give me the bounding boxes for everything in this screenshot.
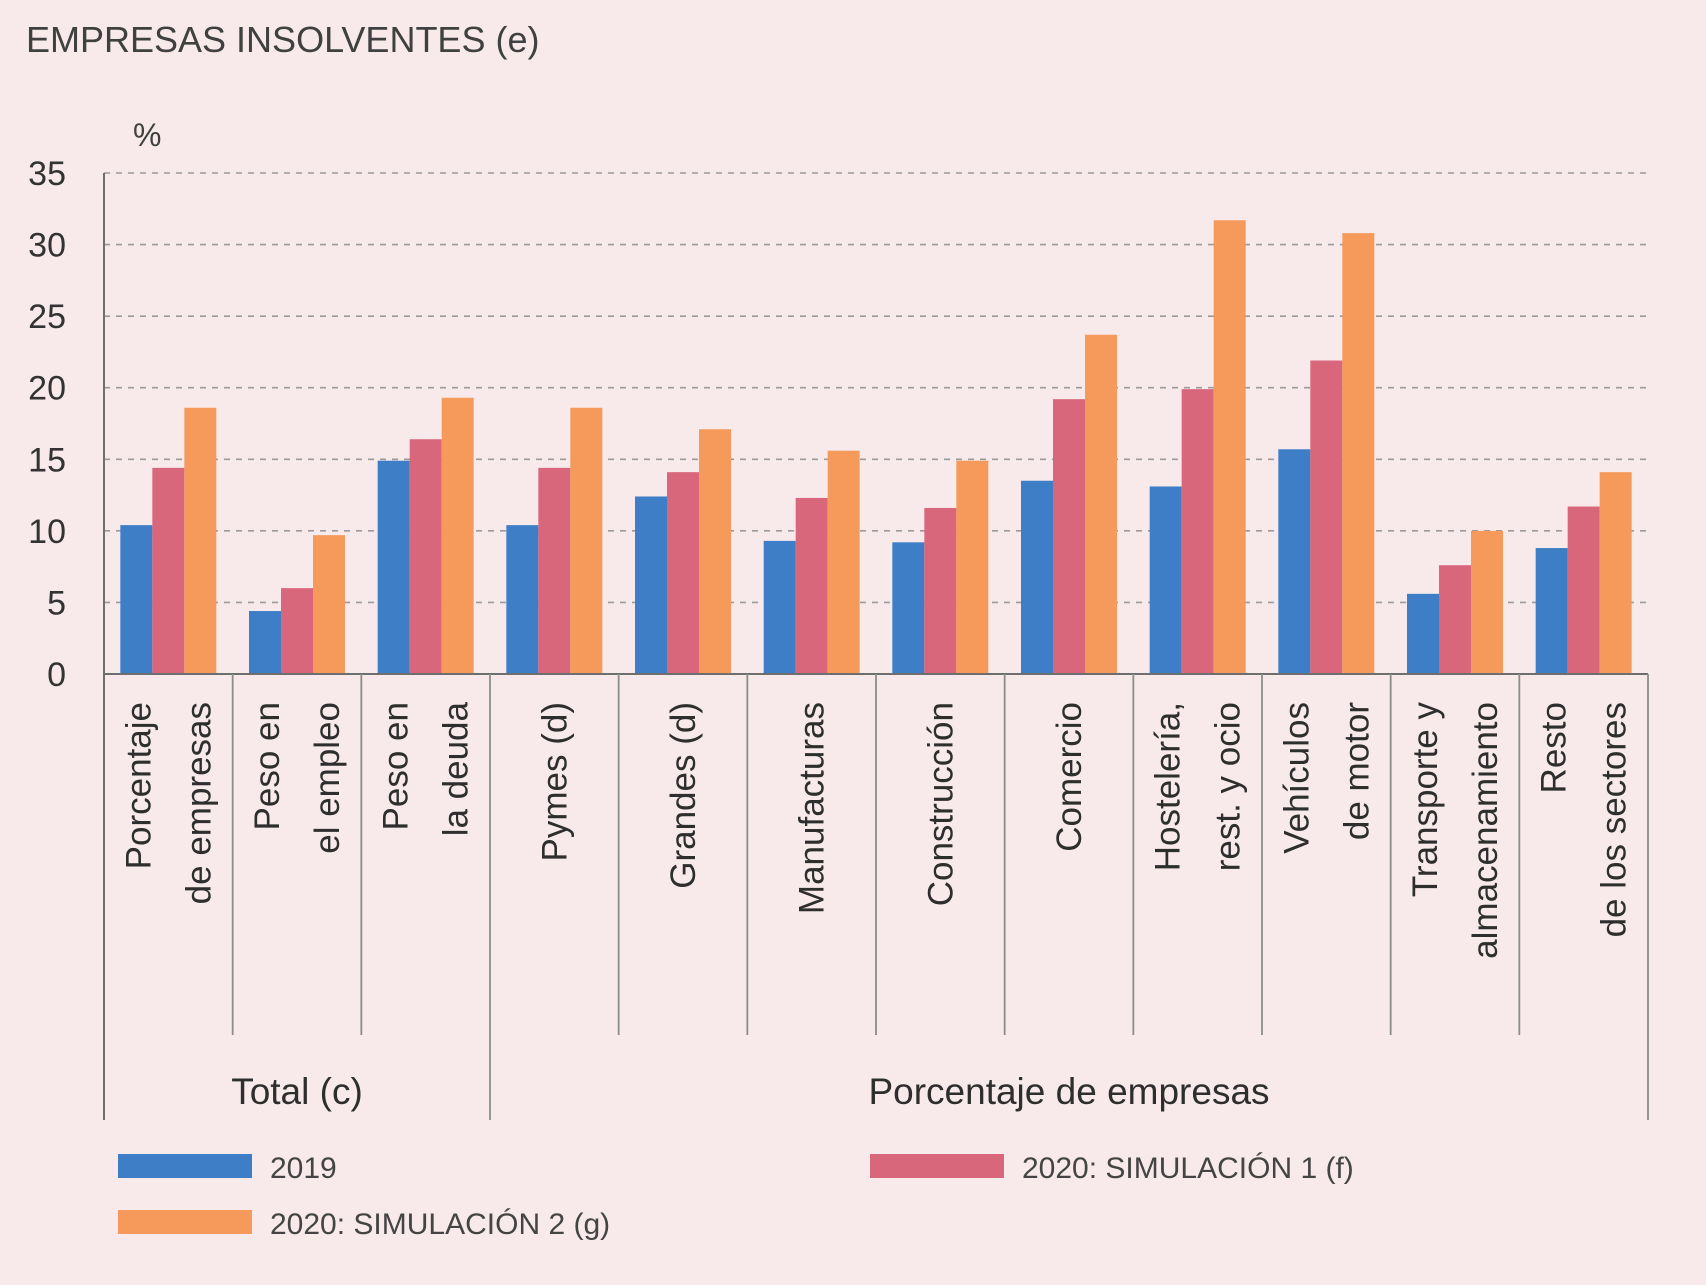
- bar: [1053, 399, 1085, 674]
- category-label: Peso en: [377, 702, 416, 830]
- category-label: Vehículos: [1277, 702, 1316, 854]
- bar: [699, 429, 731, 674]
- bar: [570, 407, 603, 674]
- category-labels: Porcentaje de empresas Peso en el empleo Pes…: [119, 701, 1633, 958]
- bar: [667, 472, 699, 674]
- category-label: Pymes (d): [535, 702, 574, 861]
- category-label: Construcción: [921, 702, 960, 906]
- y-axis-ticks: 0 5 10 15 20 25 30 35: [28, 155, 66, 694]
- category-label: Hostelería,: [1149, 702, 1188, 871]
- bar: [635, 496, 667, 674]
- category-label: Porcentaje: [119, 702, 158, 869]
- bar: [1471, 530, 1503, 674]
- bar: [377, 460, 410, 674]
- category-label: almacenamiento: [1466, 702, 1505, 959]
- category-label: de los sectores: [1595, 702, 1634, 937]
- legend-swatch: [118, 1210, 252, 1234]
- group-label: Porcentaje de empresas: [868, 1071, 1269, 1112]
- legend-swatch: [870, 1154, 1004, 1178]
- bar: [1149, 486, 1182, 674]
- bar: [1310, 360, 1343, 674]
- chart-title: EMPRESAS INSOLVENTES (e): [26, 19, 539, 60]
- y-tick-label: 30: [28, 227, 66, 265]
- bar: [763, 540, 796, 674]
- category-label: Comercio: [1050, 702, 1089, 852]
- bar: [1439, 565, 1471, 674]
- bar: [249, 611, 281, 674]
- bar: [1342, 233, 1375, 674]
- legend-swatch: [118, 1154, 252, 1178]
- bar: [409, 439, 442, 674]
- y-tick-label: 15: [28, 441, 66, 479]
- y-tick-label: 5: [47, 584, 66, 622]
- bar: [827, 450, 860, 674]
- category-label: el empleo: [308, 702, 347, 854]
- y-tick-label: 25: [28, 298, 66, 336]
- bar: [956, 460, 989, 674]
- group-label: Total (c): [231, 1071, 363, 1112]
- bar: [313, 535, 345, 674]
- legend-label: 2020: SIMULACIÓN 2 (g): [270, 1208, 610, 1241]
- bar: [892, 542, 925, 674]
- axes: [103, 173, 1649, 1120]
- y-tick-label: 10: [28, 513, 66, 551]
- bar: [281, 588, 313, 674]
- bar: [441, 397, 474, 674]
- bars: [120, 220, 1632, 675]
- category-label: Grandes (d): [664, 702, 703, 889]
- bar: [795, 497, 828, 674]
- bar: [1021, 480, 1053, 674]
- bar: [1599, 472, 1632, 674]
- bar: [1213, 220, 1246, 675]
- category-label: Transporte y: [1406, 702, 1445, 898]
- y-axis-unit-label: %: [133, 117, 161, 153]
- category-label: rest. y ocio: [1209, 702, 1248, 871]
- bar: [1278, 449, 1311, 674]
- y-tick-label: 0: [47, 656, 66, 694]
- y-tick-label: 20: [28, 370, 66, 408]
- gridlines: [104, 172, 1648, 604]
- bar: [1181, 389, 1214, 674]
- category-label: de empresas: [179, 702, 218, 904]
- bar: [1085, 334, 1117, 674]
- bar: [924, 507, 957, 674]
- legend-label: 2019: [270, 1152, 337, 1185]
- category-label: Peso en: [248, 702, 287, 830]
- bar: [1567, 506, 1600, 674]
- y-tick-label: 35: [28, 155, 66, 193]
- bar: [506, 525, 539, 674]
- bar: [1407, 593, 1439, 674]
- category-label: Manufacturas: [793, 702, 832, 914]
- category-label: de motor: [1337, 702, 1376, 840]
- legend-label: 2020: SIMULACIÓN 1 (f): [1022, 1152, 1354, 1185]
- bar: [1535, 548, 1568, 674]
- bar: [120, 525, 153, 674]
- category-label: Resto: [1535, 702, 1574, 793]
- group-labels: Total (c) Porcentaje de empresas: [231, 1071, 1269, 1112]
- bar: [538, 467, 571, 674]
- legend: 2019 2020: SIMULACIÓN 1 (f) 2020: SIMULACI…: [118, 1152, 1354, 1241]
- bar: [152, 467, 185, 674]
- category-label: la deuda: [437, 701, 476, 836]
- bar: [184, 407, 217, 674]
